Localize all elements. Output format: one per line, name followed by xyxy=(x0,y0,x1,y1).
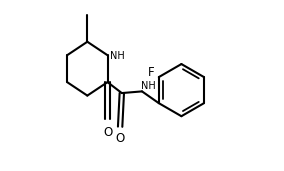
Text: O: O xyxy=(103,126,112,139)
Text: F: F xyxy=(148,66,154,79)
Text: NH: NH xyxy=(141,81,156,91)
Text: NH: NH xyxy=(110,51,124,61)
Text: O: O xyxy=(116,132,125,145)
